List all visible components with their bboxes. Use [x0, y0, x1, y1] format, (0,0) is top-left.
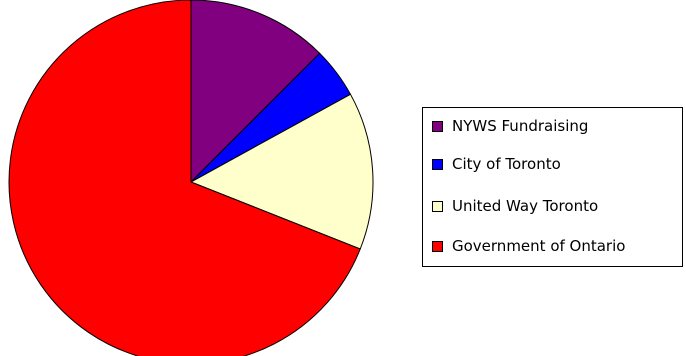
- legend-swatch-city-of-toronto: [432, 158, 443, 170]
- pie-slice-nyws-fundraising: [190, 0, 321, 184]
- legend-swatch-government-of-ontario: [432, 240, 443, 252]
- legend-label-united-way-toronto: United Way Toronto: [452, 197, 599, 215]
- legend-item-government-of-ontario: Government of Ontario: [432, 236, 625, 256]
- legend-item-nyws-fundraising: NYWS Fundraising: [432, 116, 588, 136]
- legend: NYWS Fundraising City of Toronto United …: [422, 107, 683, 267]
- pie-slice-government-of-ontario: [8, 0, 361, 356]
- legend-label-government-of-ontario: Government of Ontario: [452, 237, 626, 255]
- legend-swatch-nyws-fundraising: [432, 120, 443, 132]
- pie-slice-united-way-toronto: [189, 93, 374, 250]
- legend-item-united-way-toronto: United Way Toronto: [432, 196, 598, 216]
- legend-item-city-of-toronto: City of Toronto: [432, 154, 561, 174]
- legend-swatch-united-way-toronto: [432, 200, 443, 212]
- legend-label-nyws-fundraising: NYWS Fundraising: [452, 117, 589, 135]
- pie-slices: [8, 0, 374, 356]
- legend-label-city-of-toronto: City of Toronto: [452, 155, 561, 173]
